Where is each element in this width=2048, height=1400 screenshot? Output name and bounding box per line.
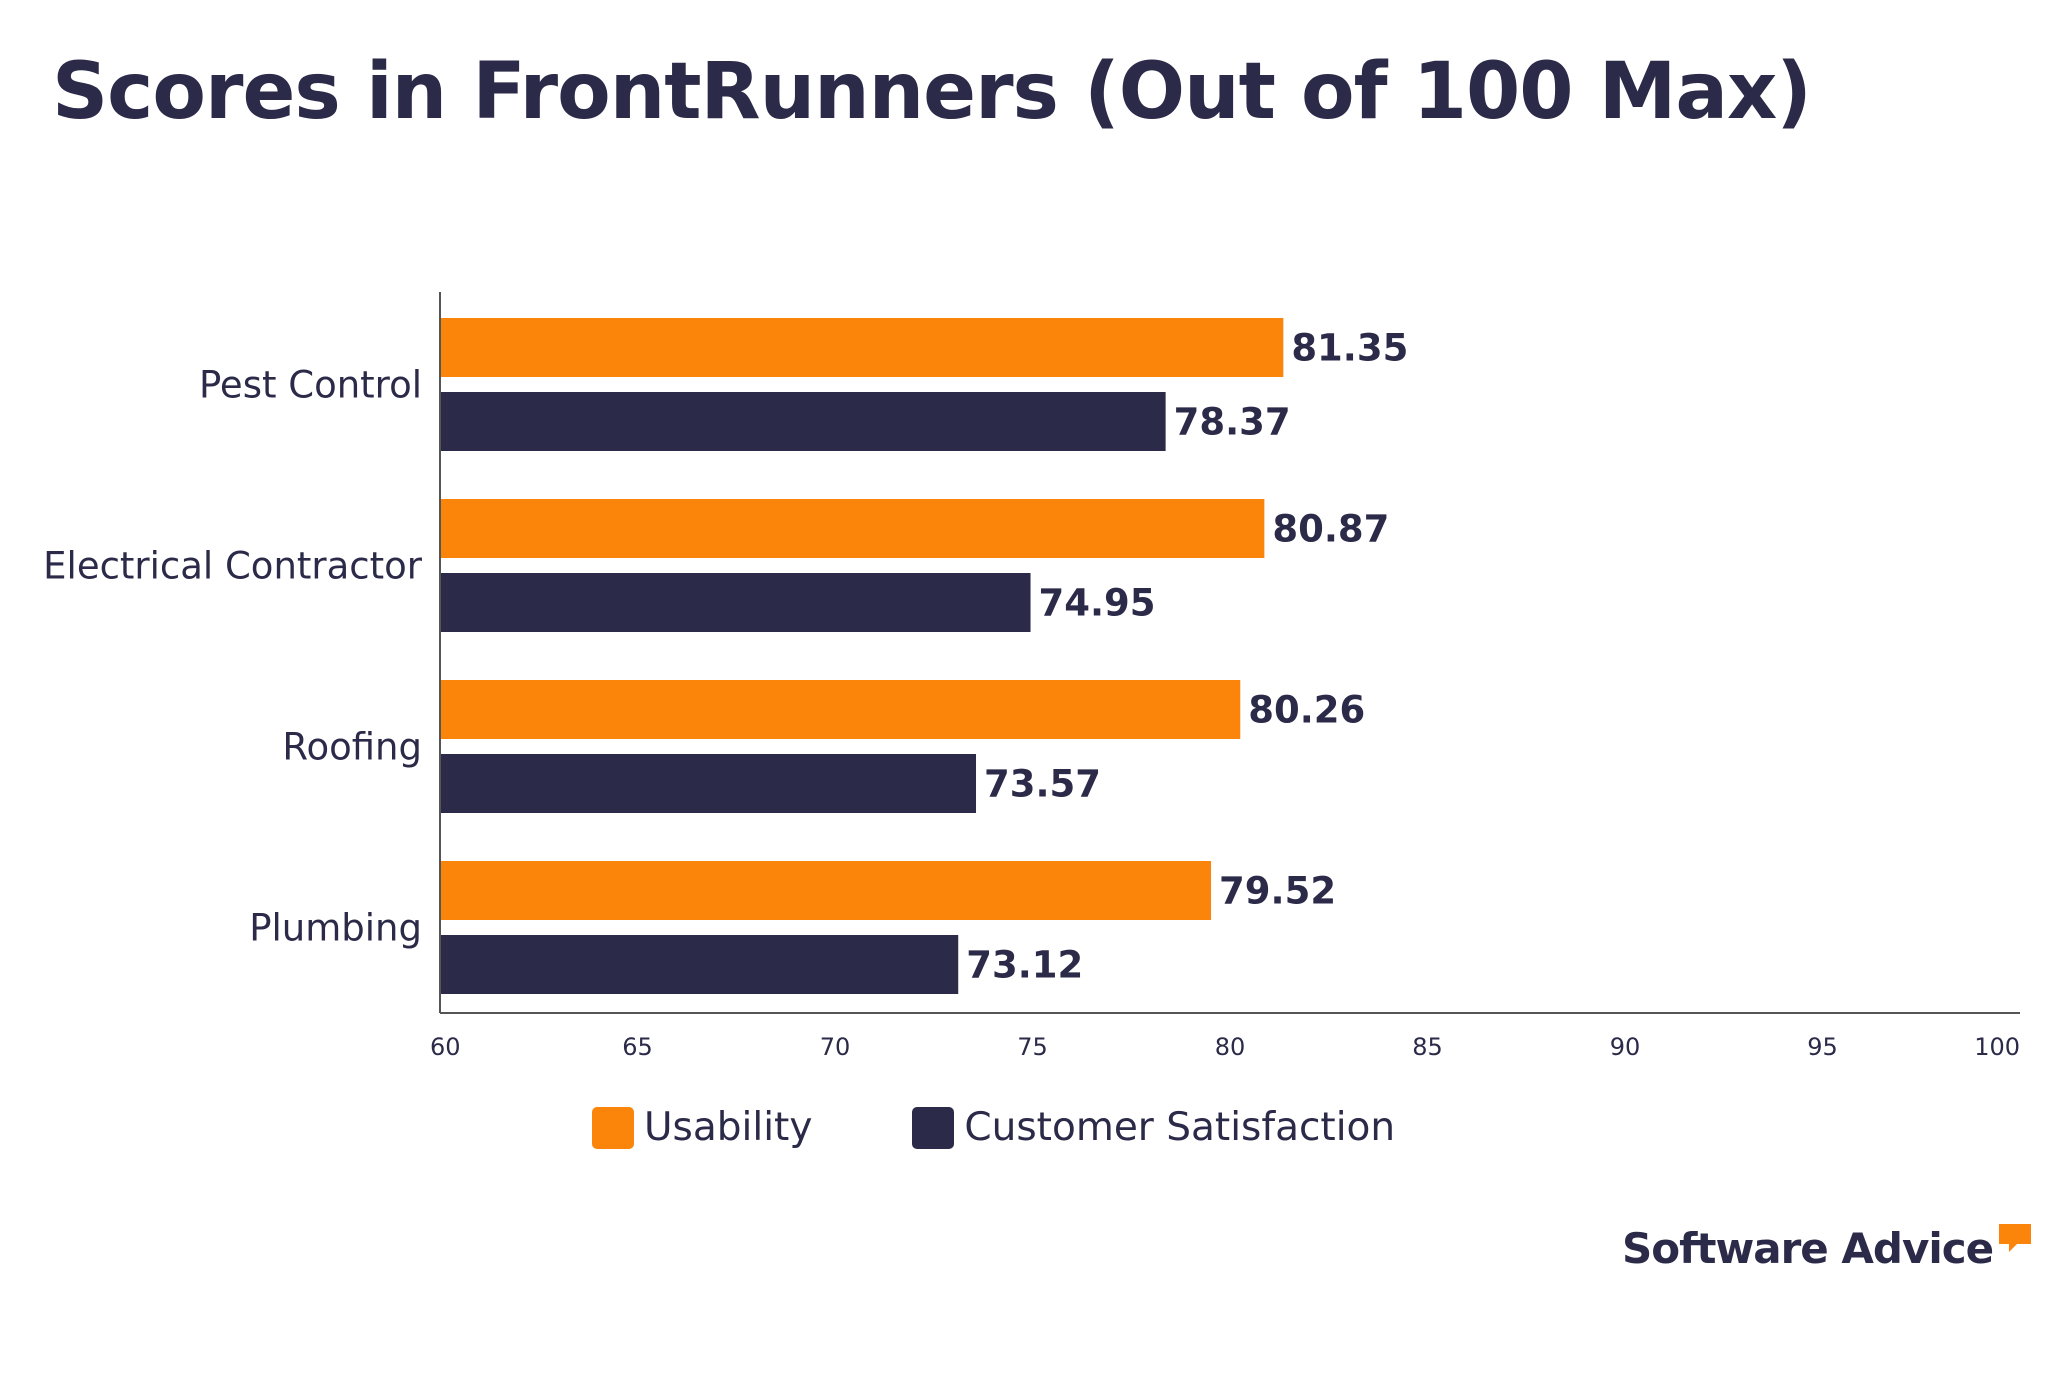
x-tick-label-70: 70 (820, 1033, 851, 1061)
bar-plumbing-usability (440, 861, 1212, 920)
legend-label-customer-satisfaction: Customer Satisfaction (964, 1105, 1396, 1150)
bar-roofing-customer-satisfaction (440, 754, 977, 813)
x-tick-label-80: 80 (1215, 1033, 1246, 1061)
x-tick-label-65: 65 (622, 1033, 653, 1061)
value-label-roofing-customer-satisfaction: 73.57 (984, 763, 1101, 806)
speech-bubble-icon (1999, 1224, 2032, 1252)
bars-layer (440, 318, 1284, 994)
bar-roofing-usability (440, 680, 1241, 739)
value-label-plumbing-customer-satisfaction: 73.12 (966, 944, 1083, 987)
value-label-electrical-contractor-customer-satisfaction: 74.95 (1039, 582, 1156, 625)
value-label-electrical-contractor-usability: 80.87 (1272, 508, 1389, 551)
x-tick-label-85: 85 (1412, 1033, 1443, 1061)
value-label-plumbing-usability: 79.52 (1219, 870, 1336, 913)
legend-label-usability: Usability (644, 1105, 813, 1150)
category-label-plumbing: Plumbing (249, 907, 422, 950)
category-label-pest-control: Pest Control (199, 364, 422, 407)
bar-electrical-contractor-usability (440, 499, 1265, 558)
bar-plumbing-customer-satisfaction (440, 935, 959, 994)
value-label-roofing-usability: 80.26 (1248, 689, 1365, 732)
legend: Usability Customer Satisfaction (592, 1105, 1495, 1150)
category-label-electrical-contractor: Electrical Contractor (43, 545, 423, 588)
logo-text: Software Advice (1622, 1224, 1994, 1273)
software-advice-logo: Software Advice (1622, 1224, 2035, 1273)
chart-title: Scores in FrontRunners (Out of 100 Max) (52, 47, 1812, 137)
bar-electrical-contractor-customer-satisfaction (440, 573, 1031, 632)
x-tick-label-100: 100 (1974, 1033, 2020, 1061)
x-tick-label-90: 90 (1610, 1033, 1641, 1061)
bar-pest-control-customer-satisfaction (440, 392, 1166, 451)
legend-item-usability: Usability (592, 1105, 812, 1150)
legend-item-customer-satisfaction: Customer Satisfaction (912, 1105, 1395, 1150)
legend-swatch-customer-satisfaction (912, 1106, 955, 1149)
x-tick-label-75: 75 (1017, 1033, 1048, 1061)
value-label-pest-control-customer-satisfaction: 78.37 (1174, 401, 1291, 444)
legend-swatch-usability (592, 1106, 634, 1149)
category-label-roofing: Roofing (282, 726, 422, 769)
bar-pest-control-usability (440, 318, 1284, 377)
x-tick-label-95: 95 (1807, 1033, 1838, 1061)
value-label-pest-control-usability: 81.35 (1291, 327, 1408, 370)
x-tick-label-60: 60 (430, 1033, 461, 1061)
